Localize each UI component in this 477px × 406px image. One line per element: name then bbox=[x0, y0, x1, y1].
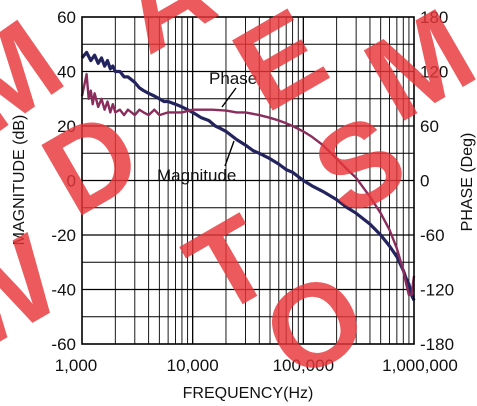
y2-tick-label: -60 bbox=[420, 226, 445, 245]
x-tick-label: 10,000 bbox=[167, 356, 219, 375]
y2-tick-label: 60 bbox=[420, 117, 439, 136]
y-axis-label: MAGNITUDE (dB) bbox=[11, 115, 28, 246]
y2-axis-label: PHASE (Deg) bbox=[459, 133, 476, 232]
series-line-phase bbox=[80, 72, 416, 297]
y-tick-label: -40 bbox=[51, 281, 76, 300]
y2-tick-label: 0 bbox=[420, 172, 429, 191]
annotation-phase-pointer bbox=[221, 87, 237, 108]
y2-tick-label: 180 bbox=[420, 8, 448, 27]
annotation-magnitude: Magnitude bbox=[157, 166, 236, 185]
x-axis-label: FREQUENCY(Hz) bbox=[183, 385, 314, 402]
y-tick-label: 60 bbox=[57, 8, 76, 27]
y-tick-label: -60 bbox=[51, 335, 76, 354]
tick-labels: 1,000 10,000 100,000 1,000,000 60 40 20 0 -20 -40… bbox=[51, 8, 457, 375]
x-tick-label: 100,000 bbox=[273, 356, 334, 375]
y2-tick-label: -180 bbox=[420, 335, 454, 354]
x-tick-label: 1,000 bbox=[55, 356, 98, 375]
y-tick-label: -20 bbox=[51, 226, 76, 245]
annotation-phase: Phase bbox=[209, 69, 257, 88]
grid-lines bbox=[82, 17, 414, 344]
annotation-magnitude-pointer bbox=[224, 140, 235, 167]
x-tick-label: 1,000,000 bbox=[382, 356, 458, 375]
y-tick-label: 20 bbox=[57, 117, 76, 136]
plot-frame bbox=[81, 16, 415, 345]
series-group bbox=[80, 50, 416, 302]
series-line-magnitude bbox=[80, 50, 416, 302]
y-tick-label: 40 bbox=[57, 63, 76, 82]
y2-tick-label: 120 bbox=[420, 63, 448, 82]
y-tick-label: 0 bbox=[67, 172, 76, 191]
y2-tick-label: -120 bbox=[420, 281, 454, 300]
